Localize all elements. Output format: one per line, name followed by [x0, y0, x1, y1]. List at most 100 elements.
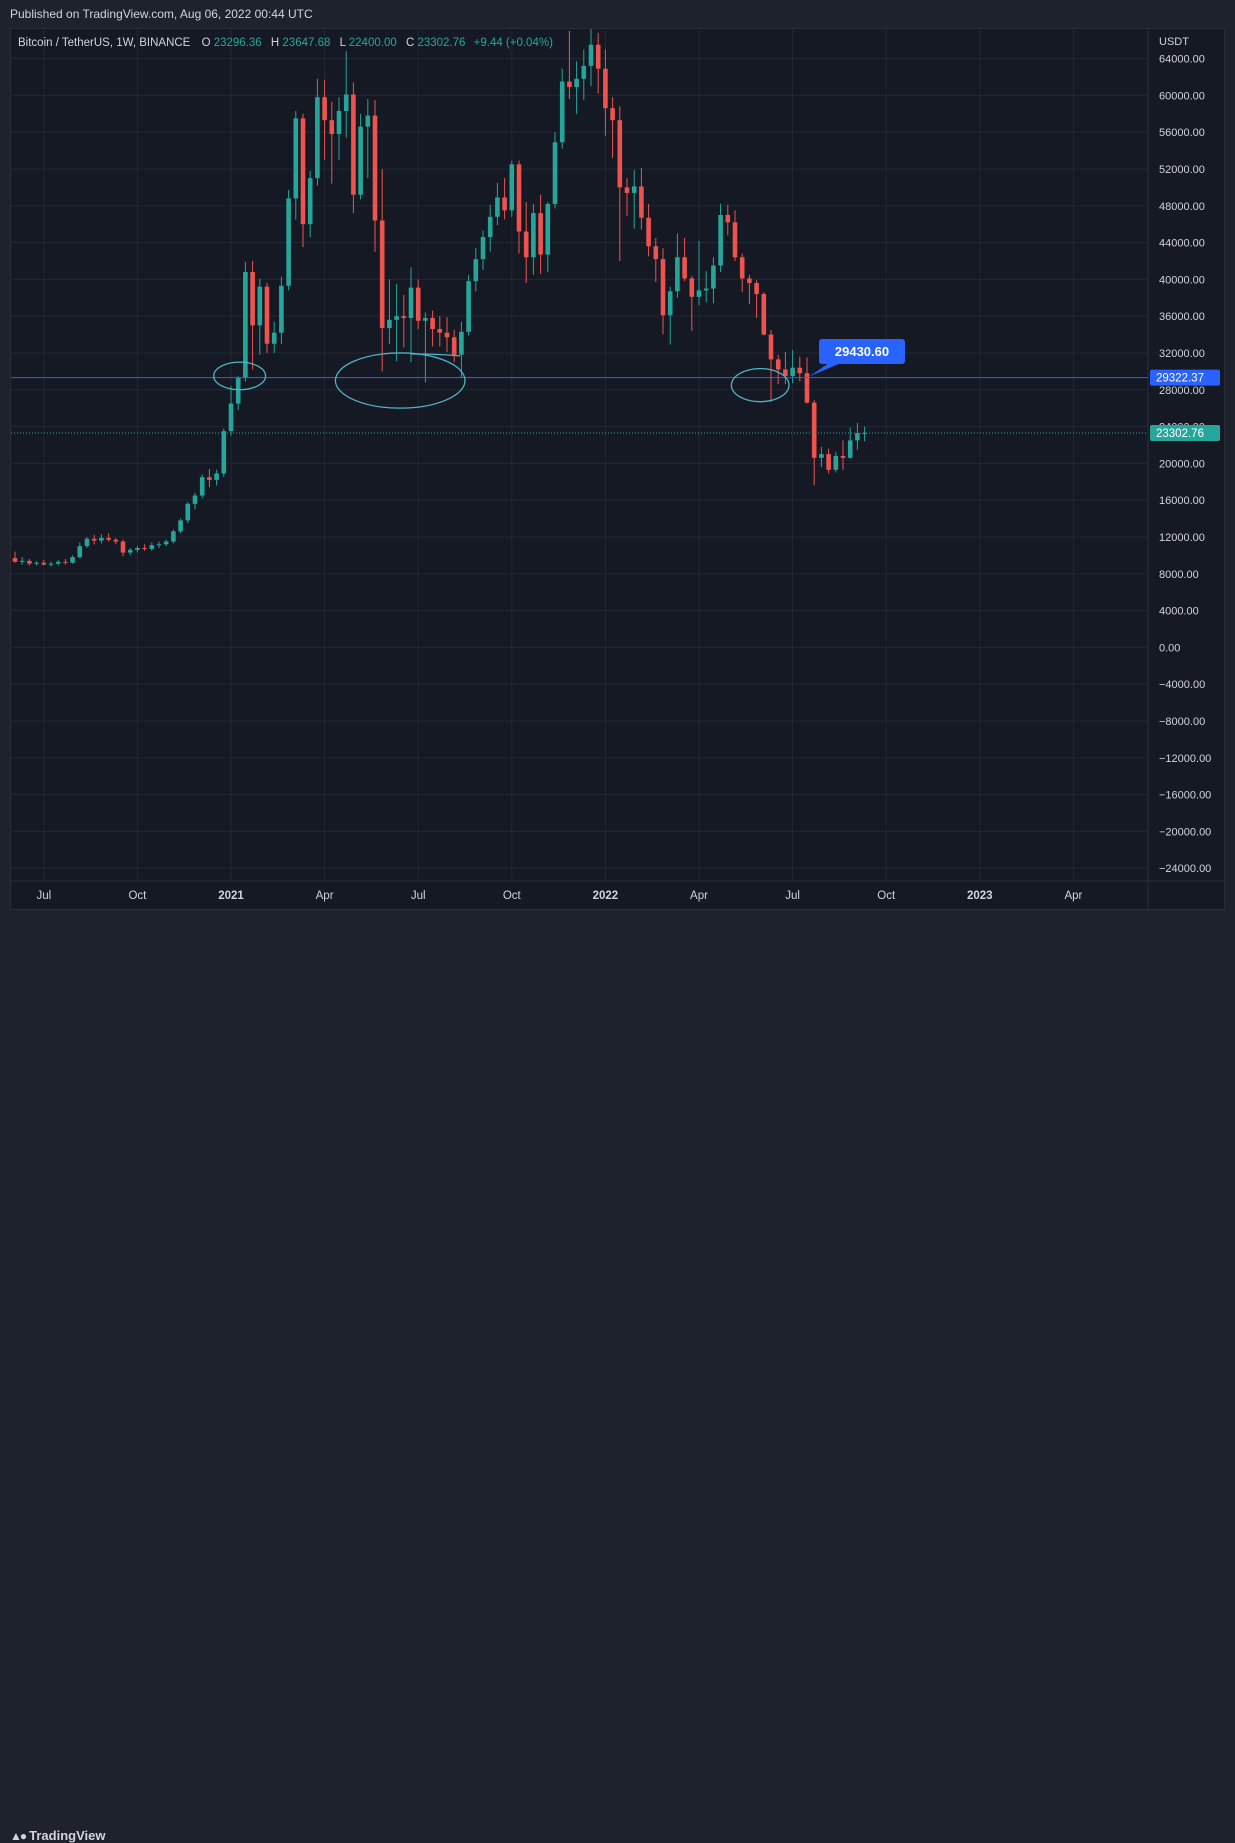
candle — [372, 99, 378, 252]
candle — [19, 557, 25, 565]
candle — [351, 82, 356, 214]
candle-body — [120, 541, 126, 553]
candle-body — [343, 94, 349, 111]
callout-pointer — [809, 363, 841, 377]
price-tick-label: 36000.00 — [1159, 311, 1205, 323]
candle-body — [264, 286, 270, 344]
candle — [279, 276, 284, 344]
legend-close: 23302.76 — [417, 37, 465, 49]
drawn-ellipse[interactable] — [334, 352, 466, 409]
candle — [559, 68, 565, 149]
legend-open-label: O — [202, 37, 211, 49]
candle-body — [243, 271, 248, 378]
candle-body — [286, 198, 291, 286]
time-axis[interactable]: Jul Oct 2021 Apr Jul Oct 2022 Apr Jul Oct 2023 Apr — [36, 890, 1082, 902]
legend-high: 23647.68 — [282, 37, 330, 49]
candle — [401, 294, 407, 348]
time-tick-label: Apr — [1064, 890, 1082, 902]
candle — [27, 559, 32, 566]
time-tick-label: 2021 — [218, 890, 244, 902]
candle — [113, 537, 119, 545]
candle — [538, 194, 543, 274]
candle — [408, 267, 414, 363]
time-tick-label: Jul — [411, 890, 426, 902]
overlays: 29322.37 23302.76 29430.60 — [11, 339, 1220, 441]
candle-body — [833, 455, 839, 470]
tradingview-brand[interactable]: ▲● TradingView — [10, 1828, 105, 1843]
callout-box[interactable] — [819, 339, 905, 364]
drawn-stroke — [410, 353, 461, 357]
candle-body — [437, 329, 443, 333]
chart-frame[interactable]: 64000.00 60000.00 56000.00 52000.00 48000.00… — [10, 26, 1225, 910]
candle — [689, 275, 695, 331]
candle-body — [365, 115, 371, 127]
candle-body — [48, 563, 54, 565]
candle — [185, 501, 191, 524]
tradingview-logo-icon: ▲● — [10, 1828, 27, 1843]
candle — [639, 168, 644, 230]
candle-body — [300, 118, 306, 225]
candle — [487, 204, 493, 252]
price-tick-label: 60000.00 — [1159, 90, 1205, 102]
published-bar: Published on TradingView.com, Aug 06, 20… — [0, 0, 1235, 28]
candle-body — [653, 246, 659, 260]
candle — [243, 261, 248, 382]
candle-body — [336, 110, 342, 134]
candle — [653, 237, 659, 283]
candle — [595, 32, 601, 94]
candle — [754, 280, 759, 318]
candle-body — [761, 294, 767, 335]
price-tick-label: 8000.00 — [1159, 569, 1199, 581]
candle — [617, 106, 623, 261]
candle-body — [401, 316, 407, 318]
candle-body — [639, 186, 644, 218]
candle — [437, 316, 443, 347]
candle — [156, 541, 162, 548]
candle-body — [819, 454, 824, 458]
candle-body — [99, 537, 104, 541]
drawn-ellipse[interactable] — [730, 367, 790, 403]
legend-change: +9.44 (+0.04%) — [474, 37, 553, 49]
candle — [574, 61, 579, 114]
candle — [819, 446, 824, 468]
candle — [624, 178, 630, 216]
candle — [55, 559, 61, 566]
candle — [840, 440, 846, 470]
time-tick-label: Jul — [36, 890, 51, 902]
candle — [739, 253, 745, 293]
candle-body — [322, 97, 327, 121]
candle — [315, 78, 320, 186]
candle — [847, 427, 853, 459]
candle — [293, 110, 299, 220]
candle — [775, 354, 781, 385]
candle — [675, 233, 680, 298]
footer: ▲● TradingView — [0, 910, 1235, 1843]
hline-price-badge — [1150, 369, 1220, 386]
chart-svg[interactable]: 64000.00 60000.00 56000.00 52000.00 48000.00… — [11, 26, 1224, 909]
price-tick-label: 12000.00 — [1159, 532, 1205, 544]
candle-body — [192, 495, 198, 504]
candle — [480, 230, 486, 271]
candle-body — [358, 126, 363, 195]
candle — [811, 399, 817, 486]
price-axis[interactable]: 64000.00 60000.00 56000.00 52000.00 48000.00… — [1159, 54, 1211, 876]
candle-body — [631, 186, 637, 193]
price-tick-label: 32000.00 — [1159, 348, 1205, 360]
candle — [163, 539, 169, 547]
candle-body — [624, 187, 630, 193]
candle-body — [113, 539, 119, 542]
candle — [336, 97, 342, 160]
candle-body — [171, 531, 176, 542]
candle-body — [502, 197, 507, 211]
candle-body — [689, 278, 695, 297]
candle — [178, 518, 183, 534]
drawn-ellipse[interactable] — [213, 361, 267, 391]
candle-body — [516, 164, 522, 232]
candle-body — [142, 547, 147, 549]
candle-body — [487, 216, 493, 238]
candle-body — [660, 259, 666, 316]
candle — [221, 428, 227, 478]
candle — [264, 283, 270, 353]
price-tick-label: −12000.00 — [1159, 753, 1211, 765]
candle — [12, 551, 18, 563]
